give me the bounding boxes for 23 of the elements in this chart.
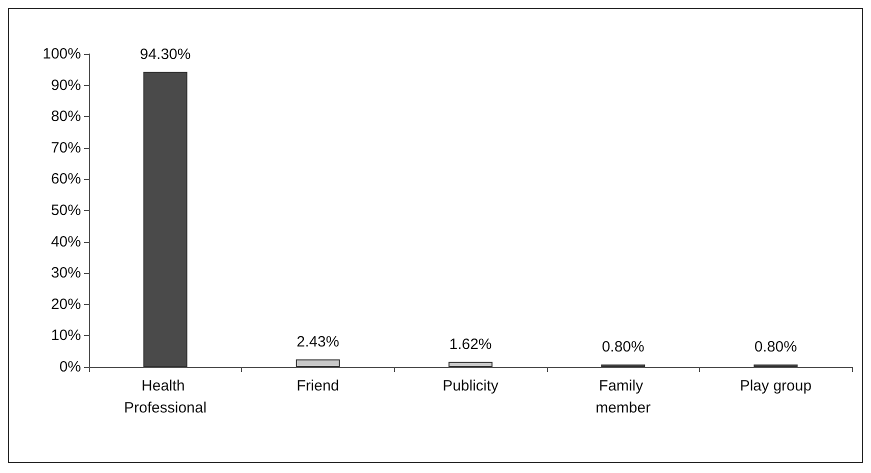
data-label: 1.62% [449, 336, 492, 353]
data-label: 0.80% [602, 338, 644, 356]
data-label: 94.30% [140, 46, 191, 63]
x-tick-label: Publicity [442, 378, 499, 394]
y-tick-label: 50% [50, 202, 81, 219]
y-tick-label: 90% [50, 76, 81, 94]
y-tick-label: 0% [59, 358, 81, 376]
y-tick-label: 100% [42, 46, 81, 62]
data-label: 2.43% [296, 333, 340, 350]
x-tick-label: Friend [296, 378, 340, 394]
x-tick-label: Health Professional [124, 378, 207, 416]
x-tick-label: Family member [596, 378, 651, 416]
y-tick-label: 60% [50, 170, 81, 188]
y-tick-label: 40% [50, 233, 81, 250]
y-tick-label: 10% [50, 327, 81, 344]
y-tick-label: 20% [50, 296, 81, 313]
x-tick-label: Play group [740, 378, 812, 394]
y-tick-label: 80% [50, 108, 81, 126]
data-label: 0.80% [754, 338, 797, 356]
bar [448, 362, 492, 367]
y-tick-label: 30% [50, 264, 81, 282]
y-tick-label: 70% [50, 139, 81, 156]
bar [296, 359, 340, 367]
